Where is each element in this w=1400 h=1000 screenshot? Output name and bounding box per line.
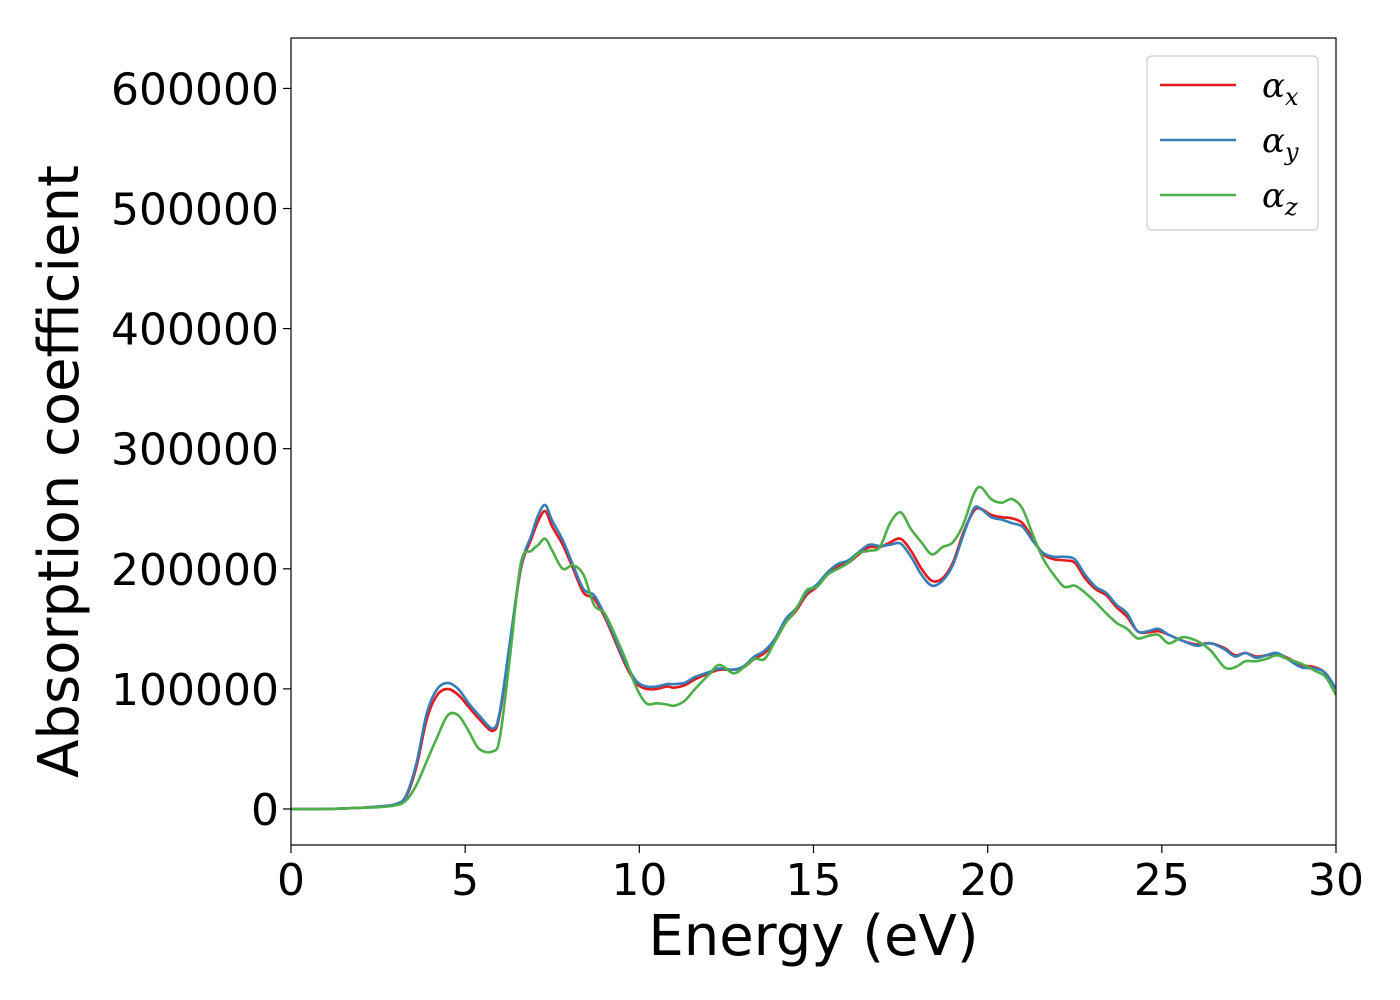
legend-label-y: αy xyxy=(1262,121,1299,166)
legend-box xyxy=(1146,55,1319,231)
legend-label-subscript: y xyxy=(1284,138,1299,166)
x-tick-label: 20 xyxy=(960,855,1016,906)
x-tick-label: 5 xyxy=(451,855,479,906)
y-tick-label: 600000 xyxy=(111,64,279,115)
legend-label-symbol: α xyxy=(1262,121,1285,161)
y-tick-label: 500000 xyxy=(111,185,279,236)
series-line-z xyxy=(291,485,1336,811)
legend-label-subscript: x xyxy=(1285,83,1299,111)
legend-label-symbol: α xyxy=(1262,66,1285,106)
y-tick-label: 400000 xyxy=(111,305,279,356)
legend-label-symbol: α xyxy=(1262,176,1285,216)
plot-frame xyxy=(290,37,1337,846)
y-axis-ticks: 0 100000 200000 300000 400000 500000 600000 xyxy=(111,64,291,836)
y-tick-label: 0 xyxy=(251,785,279,836)
y-tick-label: 300000 xyxy=(111,425,279,476)
x-tick-label: 0 xyxy=(277,855,305,906)
y-tick-label: 100000 xyxy=(111,665,279,716)
legend-label-z: αz xyxy=(1262,176,1298,221)
plot-area xyxy=(291,485,1336,811)
x-tick-label: 10 xyxy=(611,855,667,906)
x-tick-label: 30 xyxy=(1308,855,1364,906)
x-tick-label: 25 xyxy=(1134,855,1190,906)
x-axis-ticks: 0 5 10 15 20 25 30 xyxy=(277,845,1364,906)
x-tick-label: 15 xyxy=(786,855,842,906)
y-axis-label: Absorption coefficient xyxy=(27,165,92,778)
legend-label-x: αx xyxy=(1262,66,1299,111)
x-axis-label: Energy (eV) xyxy=(648,904,978,969)
y-tick-label: 200000 xyxy=(111,545,279,596)
legend-label-subscript: z xyxy=(1284,193,1298,221)
